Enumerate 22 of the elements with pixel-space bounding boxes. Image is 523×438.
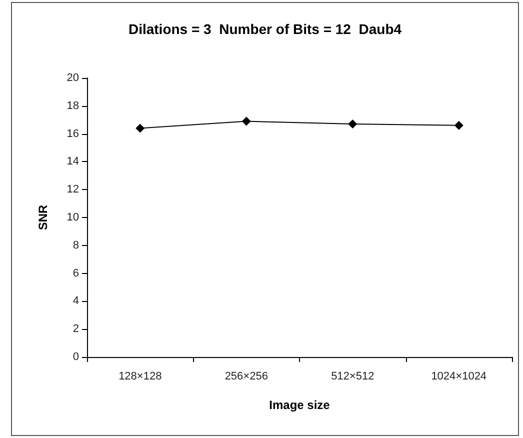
x-tick-label: 128×128: [118, 370, 162, 382]
point: [454, 120, 464, 130]
chart-title: Dilations = 3 Number of Bits = 12 Daub4: [128, 21, 402, 37]
y-tick-label: 8: [72, 239, 79, 252]
point: [348, 120, 358, 129]
y-tick-label: 0: [72, 351, 79, 363]
y-tick-label: 20: [66, 72, 79, 84]
y-tick-label: 6: [72, 267, 79, 280]
y-tick-label: 4: [72, 295, 79, 308]
y-tick-label: 10: [66, 212, 79, 224]
y-tick-label: 14: [66, 156, 79, 168]
y-tick-label: 16: [66, 128, 79, 140]
point: [136, 124, 145, 133]
x-tick-label: 256×256: [224, 370, 268, 382]
x-tick-label: 1024×1024: [431, 370, 487, 382]
y-tick-label: 2: [72, 323, 79, 336]
y-axis-title: SNR: [36, 204, 50, 230]
x-axis-title: Image size: [269, 398, 330, 412]
point: [242, 116, 251, 126]
x-tick-label: 512×512: [331, 370, 374, 382]
y-tick-label: 12: [66, 184, 79, 196]
y-tick-label: 18: [66, 100, 79, 112]
